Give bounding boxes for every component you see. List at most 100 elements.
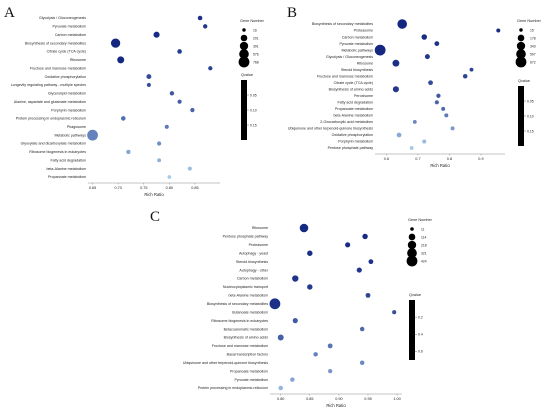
category-label: Biosynthesis of amino acids [224, 336, 269, 340]
x-tick-label: 0.70 [114, 186, 121, 190]
data-bubble [362, 233, 368, 240]
bubble-marks [87, 15, 213, 179]
category-label: Glycolysis / Gluconeogenesis [39, 16, 86, 20]
legend-bubble [407, 240, 417, 250]
legend-bubble-label: 11 [421, 227, 425, 231]
x-axis-title: Rich Ratio [430, 163, 450, 168]
data-bubble [87, 129, 98, 141]
x-tick-label: 0.65 [89, 186, 96, 190]
category-label: Citrate cycle (TCA cycle) [47, 50, 86, 54]
category-label: Propanoate metabolism [48, 175, 86, 179]
x-axis-title: Rich Ratio [326, 403, 346, 408]
panel-b: B Biosynthesis of secondary metabolites P… [287, 5, 542, 168]
data-bubble [208, 66, 213, 71]
legend-bubble [517, 34, 525, 42]
data-bubble [146, 82, 151, 88]
x-axis-ticks: 0.80 0.85 0.90 0.95 1.00 [277, 394, 401, 401]
gene-number-legend: 11 114 218 321 424 [406, 227, 427, 267]
category-label: Ubiquinone and other terpenoid-quinone b… [183, 361, 268, 365]
data-bubble [444, 113, 449, 118]
category-label: Protein processing in endoplasmic reticu… [198, 386, 268, 390]
x-tick-label: 0.95 [364, 397, 371, 401]
qvalue-colorbar-ticks: 0.2 0.4 0.6 [415, 315, 423, 354]
x-tick-label: 1.00 [393, 397, 400, 401]
category-label: Fructose and mannose metabolism [317, 74, 373, 78]
category-label: Nucleocytoplasmic transport [223, 285, 268, 289]
legend-bubble-label: 218 [421, 243, 427, 247]
category-label: Autophagy - yeast [239, 251, 268, 255]
data-bubble [117, 56, 125, 64]
data-bubble [469, 67, 474, 72]
data-bubble [359, 326, 365, 332]
category-label: Pyruvate metabolism [339, 42, 373, 46]
x-tick-label: 0.6 [384, 157, 389, 161]
legend-bubble [515, 56, 527, 68]
category-label: Biosynthesis of secondary metabolites [25, 41, 86, 45]
data-bubble [428, 80, 433, 86]
data-bubble [120, 116, 126, 121]
data-bubble [169, 91, 175, 96]
data-bubble [409, 146, 414, 150]
x-tick-label: 0.80 [277, 397, 284, 401]
data-bubble [299, 223, 309, 233]
category-label: beta-Alanine metabolism [46, 167, 86, 171]
colorbar-tick-label: 0.10 [250, 108, 257, 112]
qvalue-legend-title: Qvalue [241, 73, 253, 77]
data-bubble [462, 73, 468, 79]
data-bubble [441, 106, 446, 111]
x-tick-label: 0.75 [140, 186, 147, 190]
legend-bubble-label: 507 [530, 52, 536, 56]
x-axis-ticks: 0.6 0.7 0.8 0.9 [384, 154, 484, 161]
colorbar-tick-label: 0.6 [418, 350, 423, 354]
panel-a: A Glycolysis / Gluconeogenesis Pyruvate m… [4, 5, 265, 197]
category-label: Biosynthesis of secondary metabolites [207, 302, 268, 306]
legend-bubble [410, 227, 414, 231]
category-label: Ribosome [357, 61, 373, 65]
panel-letter: C [150, 209, 160, 225]
category-label: Autophagy - other [239, 268, 268, 272]
data-bubble [292, 275, 299, 282]
data-bubble [424, 54, 430, 60]
category-label: Carbon metabolism [342, 35, 373, 39]
data-bubble [368, 259, 374, 265]
category-label: Pyruvate metabolism [52, 25, 86, 29]
category-label: Basal transcription factors [227, 353, 269, 357]
data-bubble [412, 119, 417, 124]
data-bubble [496, 28, 501, 33]
legend-bubble [516, 41, 526, 51]
legend-bubble-label: 768 [253, 60, 259, 64]
legend-bubble-label: 201 [253, 36, 259, 40]
category-label: Betacoaromatic metabolism [224, 327, 268, 331]
legend-bubble [519, 28, 523, 32]
data-bubble [345, 242, 351, 248]
x-tick-label: 0.80 [166, 186, 173, 190]
category-label: Butanoate metabolism [232, 310, 268, 314]
data-bubble [157, 158, 162, 163]
panel-letter: B [287, 5, 297, 21]
data-bubble [290, 377, 295, 382]
legend-bubble-label: 576 [253, 52, 259, 56]
legend-bubble-label: 391 [253, 44, 259, 48]
legend-bubble-label: 343 [530, 44, 536, 48]
category-label: Peroxisome [354, 94, 373, 98]
data-bubble [269, 298, 281, 310]
category-label: Ribosome [252, 226, 268, 230]
category-label: Biosynthesis of secondary metabolites [312, 22, 373, 26]
panel-c: C Ribosome Pentose phosphate pathway Prote… [150, 209, 433, 408]
qvalue-colorbar [241, 80, 247, 140]
legend-bubble-label: 424 [421, 259, 427, 263]
data-bubble [422, 139, 427, 144]
data-bubble [327, 343, 333, 349]
colorbar-tick-label: 0.05 [527, 99, 534, 103]
legend-bubble [242, 28, 246, 32]
legend-bubble [516, 49, 526, 59]
category-label: Steroid biosynthesis [341, 68, 373, 72]
colorbar-tick-label: 0.05 [250, 93, 257, 97]
category-label: Pentose phosphate pathway [223, 235, 269, 239]
category-label: Phagosome [67, 125, 86, 129]
gene-number-legend: 15 178 343 507 672 [515, 28, 536, 68]
legend-bubble [407, 248, 417, 258]
data-bubble [278, 385, 283, 391]
qvalue-colorbar [409, 300, 415, 360]
category-label: 2-Oxocarboxylic acid metabolism [320, 120, 373, 124]
